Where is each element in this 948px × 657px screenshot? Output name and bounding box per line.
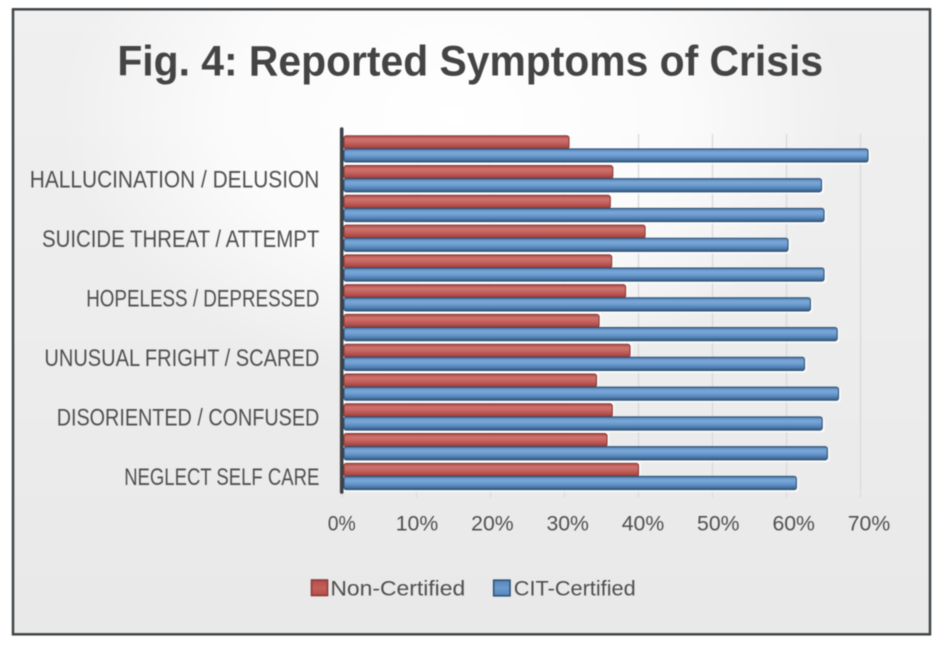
svg-text:40%: 40%	[622, 512, 665, 536]
svg-text:HOPELESS / DEPRESSED: HOPELESS / DEPRESSED	[86, 287, 319, 313]
svg-text:60%: 60%	[772, 512, 815, 536]
svg-text:HALLUCINATION / DELUSION: HALLUCINATION / DELUSION	[30, 167, 320, 193]
svg-text:50%: 50%	[697, 512, 740, 536]
svg-text:CIT-Certified: CIT-Certified	[514, 576, 636, 600]
svg-text:SUICIDE THREAT / ATTEMPT: SUICIDE THREAT / ATTEMPT	[42, 227, 319, 253]
svg-text:30%: 30%	[546, 512, 589, 536]
svg-text:20%: 20%	[471, 512, 514, 536]
svg-text:UNUSUAL FRIGHT / SCARED: UNUSUAL FRIGHT / SCARED	[44, 346, 319, 372]
svg-text:Fig. 4: Reported Symptoms of C: Fig. 4: Reported Symptoms of Crisis	[117, 38, 823, 86]
svg-text:NEGLECT SELF CARE: NEGLECT SELF CARE	[124, 465, 319, 491]
svg-text:DISORIENTED / CONFUSED: DISORIENTED / CONFUSED	[57, 406, 320, 432]
svg-text:70%: 70%	[848, 512, 891, 536]
svg-text:10%: 10%	[396, 512, 439, 536]
svg-text:Non-Certified: Non-Certified	[330, 576, 465, 600]
svg-text:0%: 0%	[328, 512, 356, 536]
